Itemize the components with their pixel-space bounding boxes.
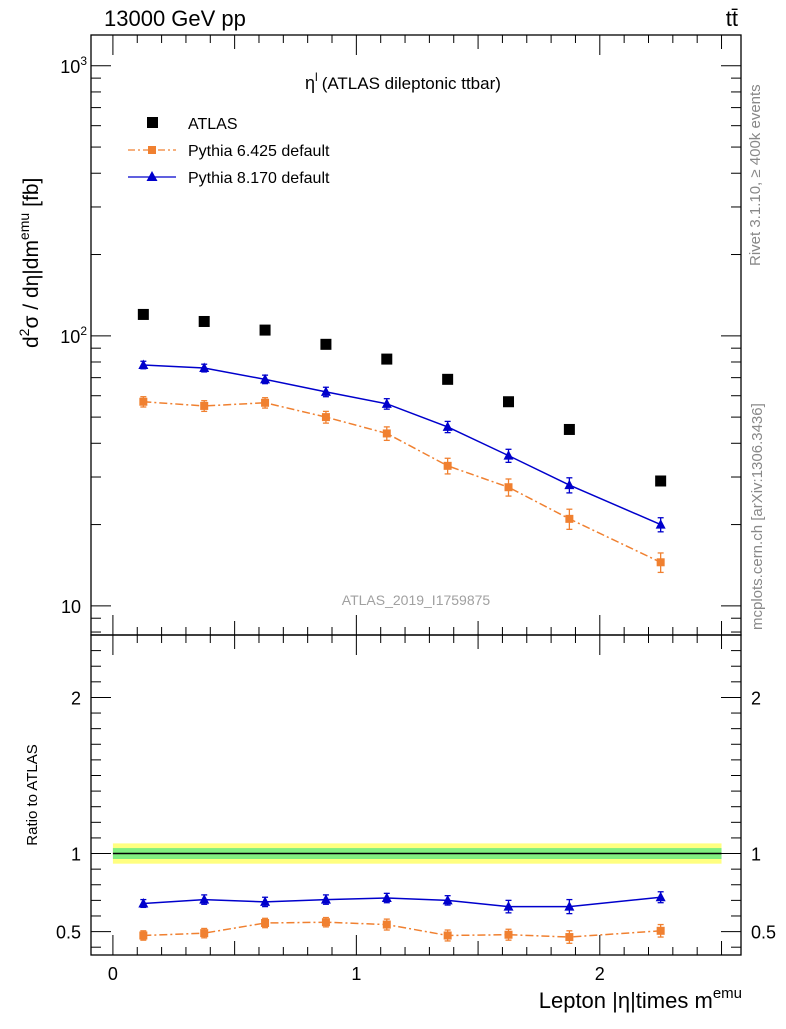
pythia6-main-point — [200, 401, 209, 410]
atlas-main-point — [442, 373, 454, 385]
atlas-main-point — [655, 475, 667, 487]
pythia6-main-point — [261, 398, 270, 407]
ratio-ytick-label: 1 — [71, 845, 81, 865]
legend-label-atlas: ATLAS — [188, 116, 238, 133]
pythia6-ratio-point — [139, 931, 148, 940]
header-left: 13000 GeV pp — [104, 6, 246, 31]
main-ytick-label: 10 — [61, 597, 81, 617]
pythia6-main-point — [504, 483, 513, 492]
pythia8-main-point — [138, 359, 149, 369]
pythia8-main-point — [655, 519, 666, 529]
ratio-ytick-label: 0.5 — [56, 923, 81, 943]
ratio-ylabel: Ratio to ATLAS — [24, 744, 41, 845]
pythia8-ratio-line — [143, 896, 661, 908]
atlas-main-point — [320, 338, 332, 350]
atlas-main-point — [563, 423, 575, 435]
pythia6-ratio-point — [200, 929, 209, 938]
pythia8-main-point — [199, 362, 210, 373]
pythia8-ratio-point — [381, 892, 392, 903]
analysis-watermark: ATLAS_2019_I1759875 — [342, 592, 491, 608]
pythia6-main-point — [321, 413, 330, 422]
pythia8-main-point — [442, 421, 453, 431]
plot-title: ηl (ATLAS dileptonic ttbar) — [305, 70, 501, 93]
xaxis-label: Lepton |η|times memu — [539, 985, 742, 1013]
legend-marker-pythia8 — [146, 171, 158, 181]
rivet-label: Rivet 3.1.10, ≥ 400k events — [747, 84, 764, 266]
pythia8-ratio-point — [503, 901, 514, 911]
legend-marker-atlas — [147, 117, 158, 128]
header-right: tt̄ — [726, 6, 738, 31]
xtick-label: 2 — [595, 964, 605, 984]
legend: ATLAS Pythia 6.425 default Pythia 8.170 … — [128, 116, 330, 187]
atlas-main-point — [503, 396, 515, 408]
main-ytick-label: 102 — [60, 324, 87, 347]
pythia8-main-point — [564, 479, 575, 490]
atlas-main-point — [259, 324, 271, 336]
pythia8-ratio-point — [320, 894, 331, 904]
pythia6-main-point — [382, 429, 391, 438]
pythia6-ratio-point — [382, 920, 391, 929]
xtick-label: 0 — [108, 964, 118, 984]
pythia6-ratio-point — [656, 926, 665, 935]
legend-marker-pythia6 — [148, 146, 156, 154]
main-ytick-label: 103 — [60, 54, 87, 77]
chart-marks: 103 102 10 0 1 2 0.5 0.5 1 1 2 2 — [56, 34, 776, 984]
pythia8-ratio-point — [260, 896, 271, 906]
legend-label-pythia8: Pythia 8.170 default — [188, 170, 330, 187]
main-ylabel: d2σ / dη|dmemu[fb] — [16, 178, 43, 348]
pythia6-ratio-point — [321, 918, 330, 927]
pythia8-ratio-point — [564, 901, 575, 911]
pythia6-ratio-point — [261, 919, 270, 927]
ratio-panel-frame — [90, 634, 742, 956]
ratio-ytick-label-right: 2 — [751, 688, 761, 708]
legend-label-pythia6: Pythia 6.425 default — [188, 143, 330, 160]
pythia8-ratio-point — [199, 894, 210, 904]
ratio-ytick-label: 2 — [71, 688, 81, 708]
pythia8-main-point — [260, 373, 271, 384]
pythia6-main-point — [443, 461, 452, 470]
pythia6-main-point — [656, 558, 665, 567]
pythia6-ratio-point — [565, 933, 574, 942]
pythia8-main-line — [143, 364, 661, 526]
pythia8-main-point — [503, 450, 514, 460]
pythia6-main-point — [565, 514, 574, 523]
pythia6-main-line — [143, 400, 661, 563]
xtick-label: 1 — [351, 964, 361, 984]
ratio-ytick-label-right: 1 — [751, 845, 761, 865]
pythia8-main-point — [381, 398, 392, 408]
mcplots-label: mcplots.cern.ch [arXiv:1306.3436] — [749, 403, 766, 630]
atlas-main-point — [198, 315, 210, 327]
pythia8-ratio-point — [655, 891, 666, 902]
pythia8-main-point — [320, 386, 331, 396]
pythia6-ratio-point — [504, 930, 513, 939]
pythia6-main-point — [139, 397, 148, 406]
atlas-main-point — [137, 308, 149, 320]
pythia6-ratio-point — [443, 931, 452, 940]
ratio-ytick-label-right: 0.5 — [751, 923, 776, 943]
pythia6-ratio-line — [143, 921, 661, 938]
pythia8-ratio-point — [442, 894, 453, 905]
atlas-main-point — [381, 353, 393, 365]
pythia8-ratio-point — [138, 897, 149, 908]
